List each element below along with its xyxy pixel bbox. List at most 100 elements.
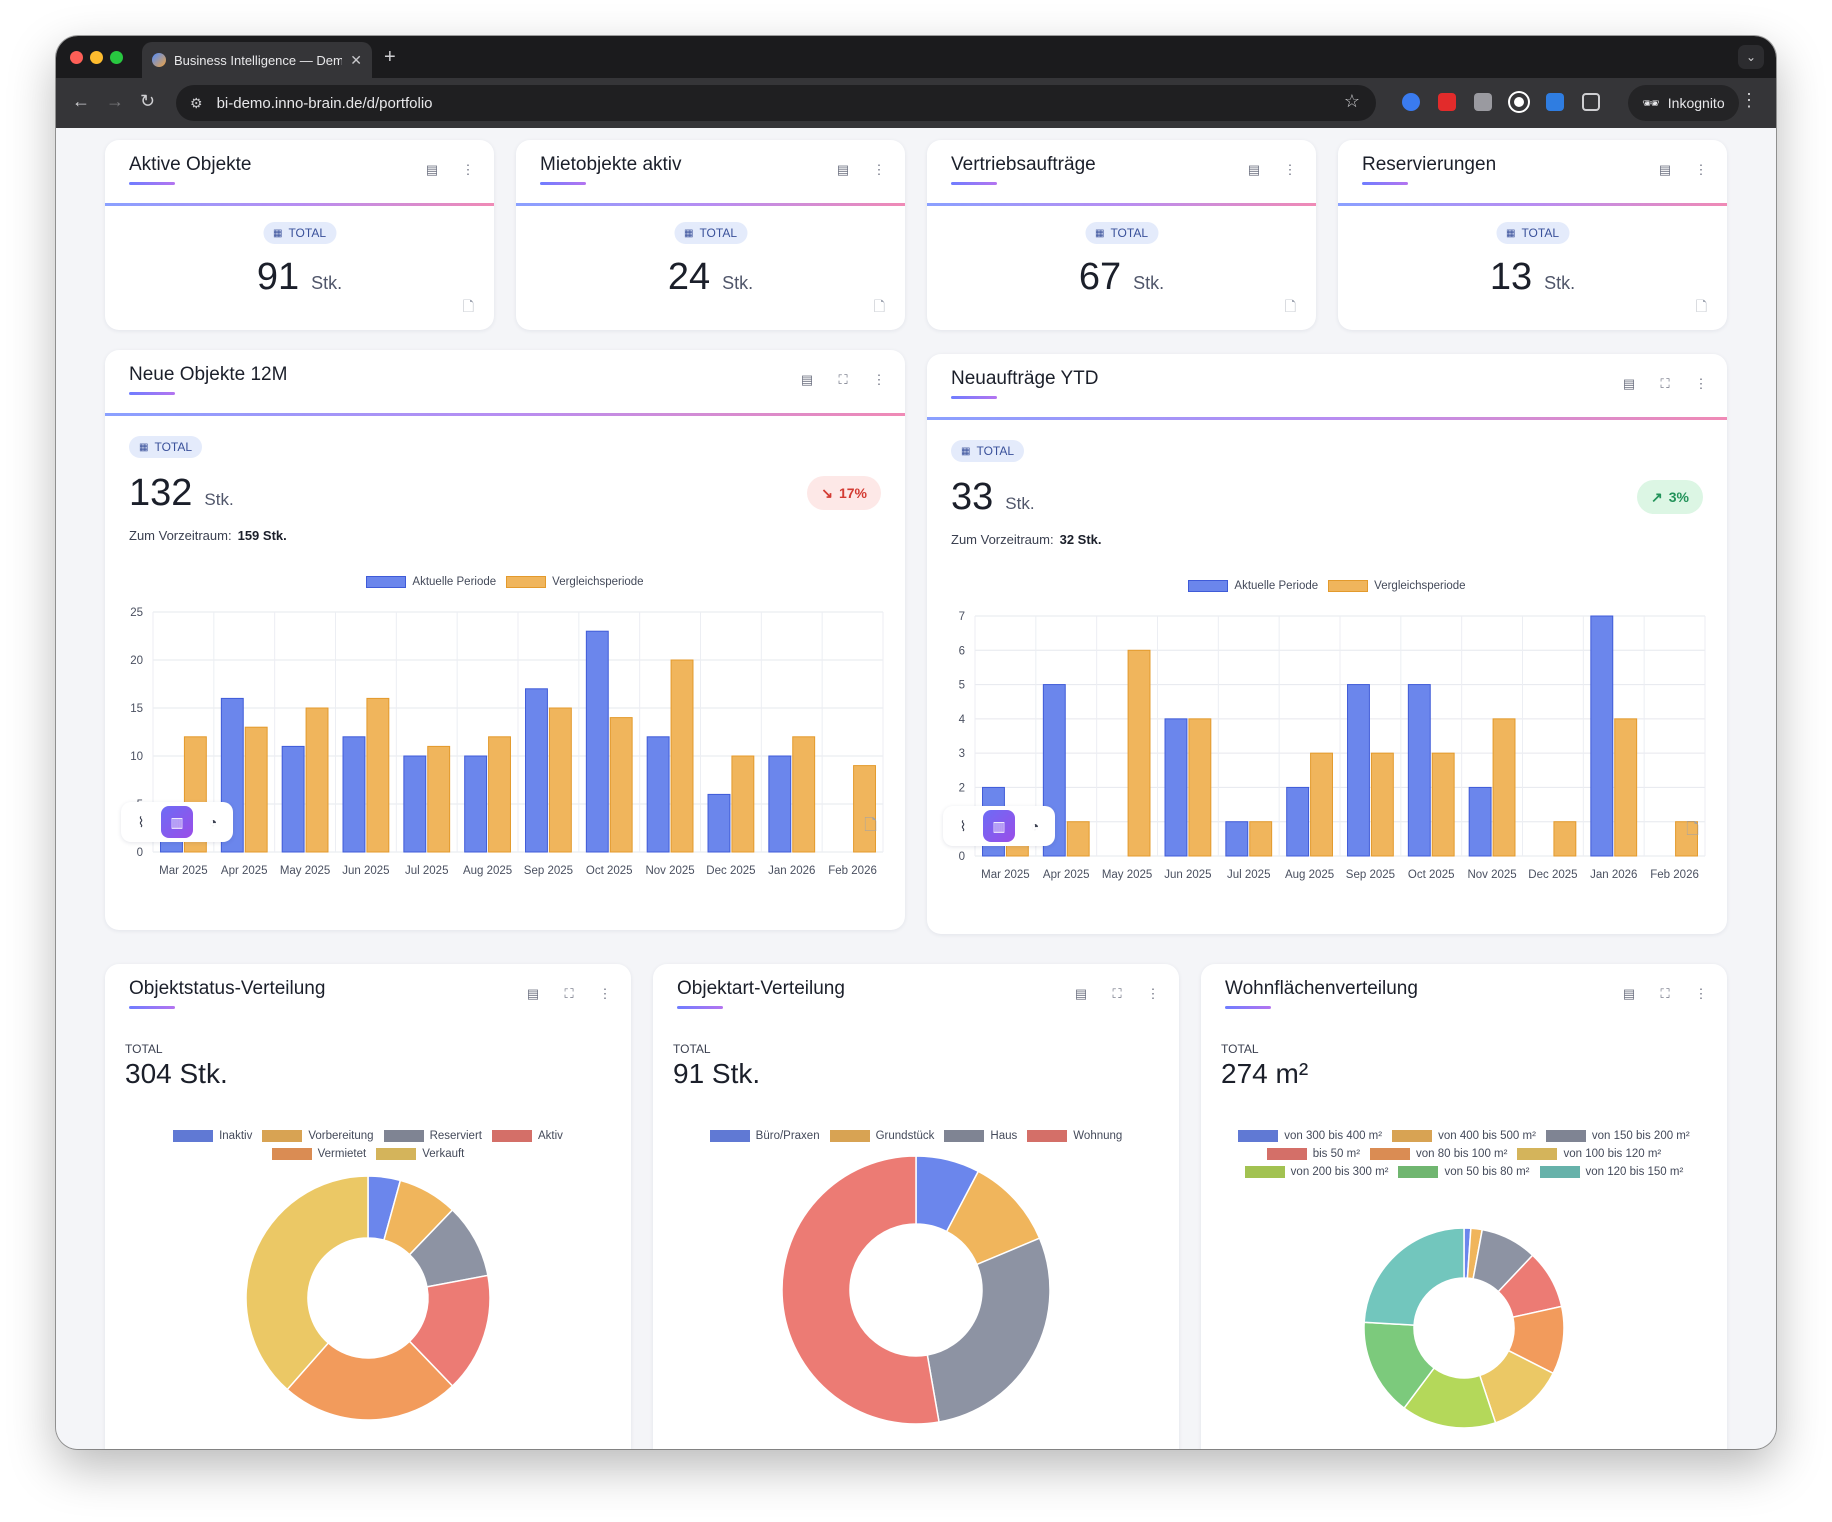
more-options-icon[interactable]: ⋮ [1694, 986, 1708, 1001]
line-chart-icon[interactable]: ⌇ [137, 813, 145, 830]
bar-current[interactable] [464, 755, 488, 853]
legend-item[interactable]: Haus [944, 1130, 1017, 1142]
bar-comparison[interactable] [670, 659, 694, 853]
bar-chart-icon[interactable]: ▥ [983, 810, 1015, 842]
legend-item[interactable]: Vorbereitung [262, 1130, 374, 1142]
more-options-icon[interactable]: ⋮ [598, 986, 612, 1001]
more-options-icon[interactable]: ⋮ [872, 372, 886, 387]
bar-comparison[interactable] [792, 736, 816, 853]
legend-item[interactable]: Wohnung [1027, 1130, 1122, 1142]
bar-current[interactable] [707, 793, 731, 853]
more-options-icon[interactable]: ⋮ [1283, 162, 1297, 177]
bar-comparison[interactable] [1310, 752, 1333, 857]
donut-slice[interactable] [245, 1175, 369, 1391]
legend-item[interactable]: von 80 bis 100 m² [1370, 1148, 1507, 1160]
bar-comparison[interactable] [1066, 821, 1090, 857]
legend-item[interactable]: Vergleichsperiode [1328, 580, 1466, 592]
bar-current[interactable] [281, 745, 305, 853]
bar-comparison[interactable] [427, 745, 451, 853]
legend-item[interactable]: von 150 bis 200 m² [1545, 1130, 1690, 1142]
more-options-icon[interactable]: ⋮ [1146, 986, 1160, 1001]
export-document-icon[interactable]: 🗋 [1695, 298, 1707, 314]
legend-item[interactable]: Büro/Praxen [709, 1130, 820, 1142]
bar-current[interactable] [1225, 821, 1249, 857]
table-view-icon[interactable]: ▤ [800, 372, 814, 387]
bar-comparison[interactable] [1370, 752, 1394, 857]
maximize-window-button[interactable] [110, 51, 123, 64]
bar-comparison[interactable] [853, 765, 876, 853]
extension-camera-icon[interactable] [1474, 93, 1492, 111]
bar-comparison[interactable] [731, 755, 755, 853]
table-view-icon[interactable]: ▤ [425, 162, 439, 177]
legend-item[interactable]: Grundstück [829, 1130, 934, 1142]
new-tab-icon[interactable]: + [384, 46, 396, 68]
legend-item[interactable]: von 400 bis 500 m² [1392, 1130, 1536, 1142]
legend-item[interactable]: Reserviert [383, 1130, 482, 1142]
donut-slice[interactable] [286, 1340, 454, 1421]
bar-comparison[interactable] [488, 736, 511, 853]
bar-comparison[interactable] [1431, 752, 1455, 857]
bar-current[interactable] [768, 755, 792, 853]
bar-current[interactable] [342, 736, 366, 853]
more-options-icon[interactable]: ⋮ [1694, 162, 1708, 177]
bar-comparison[interactable] [1675, 821, 1698, 857]
export-document-icon[interactable]: 🗋 [873, 298, 885, 314]
incognito-indicator[interactable]: 🕶 Inkognito [1628, 85, 1739, 121]
browser-tab[interactable]: Business Intelligence — Demo ✕ [142, 42, 372, 78]
legend-item[interactable]: bis 50 m² [1266, 1148, 1360, 1160]
bar-comparison[interactable] [305, 707, 329, 853]
donut-slice[interactable] [926, 1237, 1051, 1423]
expand-icon[interactable]: ⛶ [1660, 986, 1670, 1001]
close-tab-icon[interactable]: ✕ [350, 51, 362, 68]
url-text[interactable]: bi-demo.inno-brain.de/d/portfolio [216, 94, 433, 112]
expand-icon[interactable]: ⛶ [1112, 986, 1122, 1001]
table-view-icon[interactable]: ▤ [836, 162, 850, 177]
legend-item[interactable]: Vermietet [271, 1148, 366, 1160]
export-document-icon[interactable]: 🗋 [462, 298, 474, 314]
bar-current[interactable] [646, 736, 670, 853]
address-bar[interactable]: ⚙ bi-demo.inno-brain.de/d/portfolio ☆ [176, 85, 1376, 121]
bar-comparison[interactable] [1553, 821, 1577, 857]
extension-circle-icon[interactable] [1510, 93, 1528, 111]
export-document-icon[interactable]: 🗋 [1686, 821, 1699, 838]
extension-red-icon[interactable] [1438, 93, 1456, 111]
close-window-button[interactable] [70, 51, 83, 64]
legend-item[interactable]: Aktiv [491, 1130, 563, 1142]
bar-chart-icon[interactable]: ▥ [161, 806, 193, 838]
legend-item[interactable]: von 50 bis 80 m² [1398, 1166, 1530, 1178]
extension-password-icon[interactable] [1402, 93, 1420, 111]
legend-item[interactable]: Inaktiv [173, 1130, 252, 1142]
bar-comparison[interactable] [1188, 718, 1212, 857]
site-settings-icon[interactable]: ⚙ [190, 94, 203, 111]
donut-slice[interactable] [1363, 1227, 1465, 1326]
legend-item[interactable]: von 200 bis 300 m² [1244, 1166, 1388, 1178]
table-view-icon[interactable]: ▤ [1247, 162, 1261, 177]
bar-current[interactable] [1407, 684, 1431, 857]
browser-menu-icon[interactable]: ⋮ [1740, 90, 1758, 110]
more-options-icon[interactable]: ⋮ [872, 162, 886, 177]
bar-current[interactable] [1164, 718, 1188, 857]
back-icon[interactable]: ← [72, 91, 90, 111]
reload-icon[interactable]: ↻ [140, 91, 156, 111]
extension-blue-icon[interactable] [1546, 93, 1564, 111]
legend-item[interactable]: Aktuelle Periode [1188, 580, 1318, 592]
extensions-puzzle-icon[interactable] [1582, 93, 1600, 111]
pie-chart-icon[interactable]: ◔ [1030, 818, 1040, 834]
export-document-icon[interactable]: 🗋 [1284, 298, 1296, 314]
expand-icon[interactable]: ⛶ [564, 986, 574, 1001]
table-view-icon[interactable]: ▤ [526, 986, 540, 1001]
bar-current[interactable] [1286, 786, 1310, 857]
bar-comparison[interactable] [1492, 718, 1516, 857]
table-view-icon[interactable]: ▤ [1658, 162, 1672, 177]
table-view-icon[interactable]: ▤ [1622, 376, 1636, 391]
expand-icon[interactable]: ⛶ [838, 372, 848, 387]
bar-current[interactable] [403, 755, 427, 853]
bar-comparison[interactable] [1127, 649, 1151, 857]
donut-slice[interactable] [781, 1155, 940, 1425]
legend-item[interactable]: Vergleichsperiode [506, 576, 644, 588]
legend-item[interactable]: von 120 bis 150 m² [1539, 1166, 1683, 1178]
more-options-icon[interactable]: ⋮ [1694, 376, 1708, 391]
minimize-window-button[interactable] [90, 51, 103, 64]
bar-current[interactable] [1590, 615, 1614, 857]
line-chart-icon[interactable]: ⌇ [959, 817, 967, 834]
